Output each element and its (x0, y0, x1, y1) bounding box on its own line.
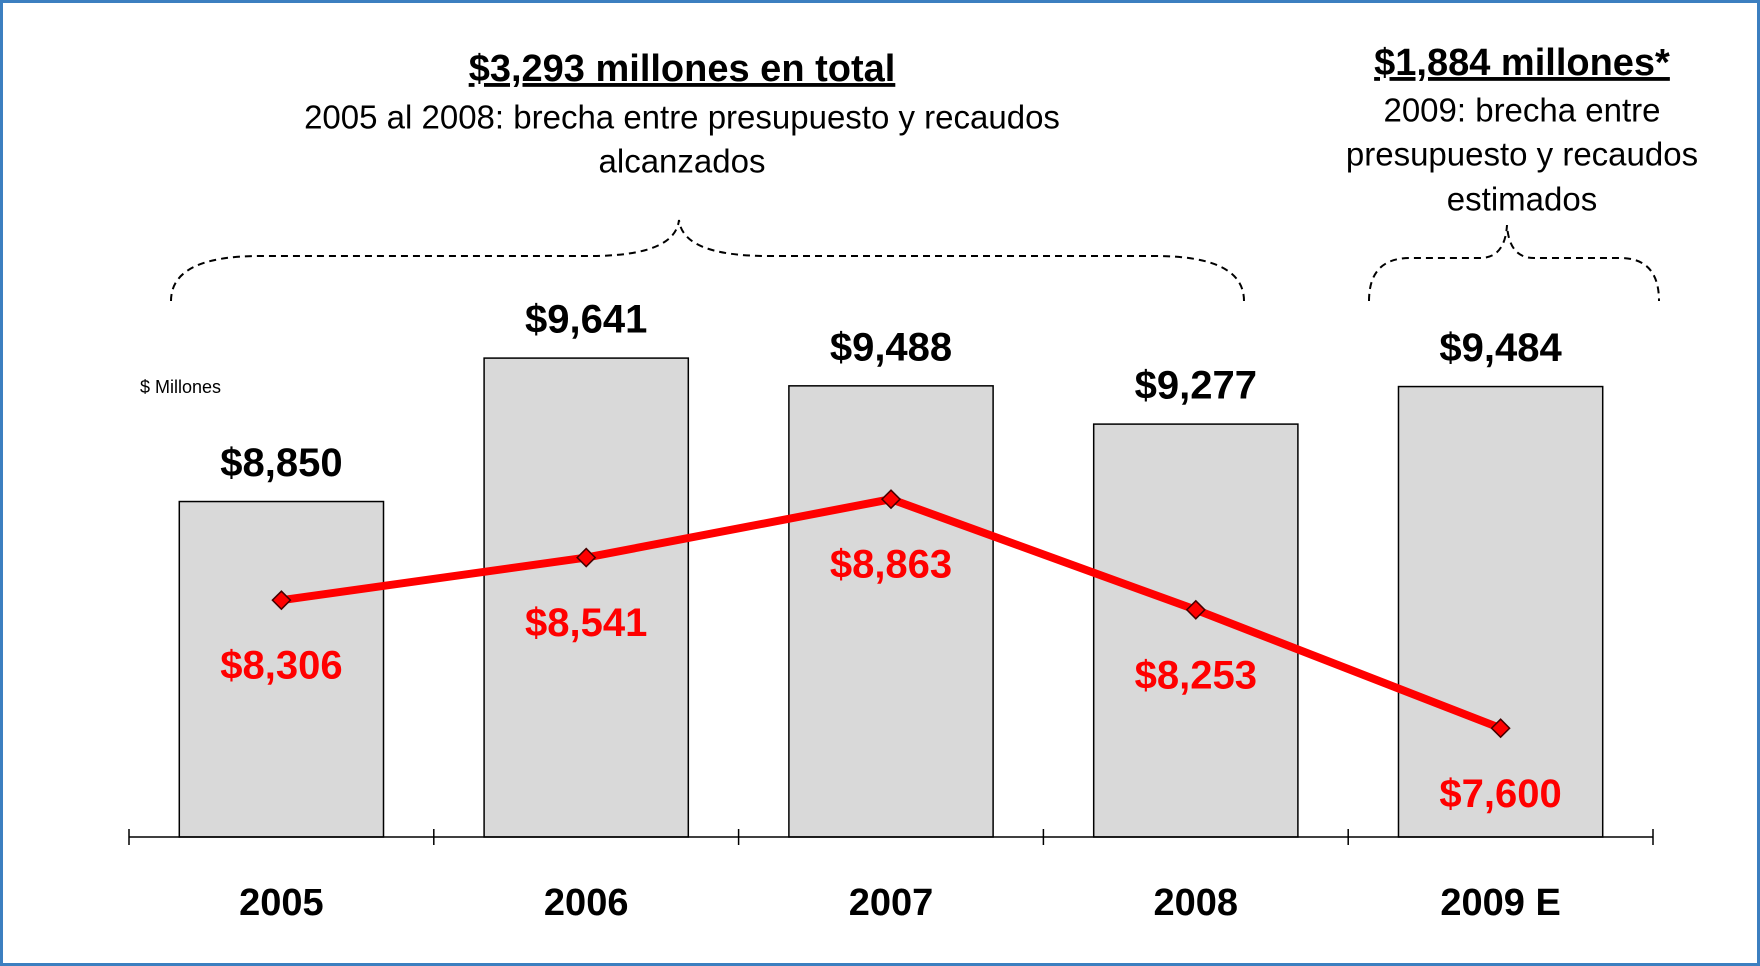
annotation-text: presupuesto y recaudos (1346, 136, 1698, 173)
line-value-label: $8,863 (830, 543, 952, 587)
brace (1368, 224, 1660, 302)
bar (178, 500, 385, 838)
x-tick-label: 2007 (849, 882, 934, 924)
x-tick-label: 2009 E (1440, 882, 1560, 924)
bar-value-label: $9,488 (830, 325, 952, 369)
annotation-heading: $3,293 millones en total (469, 48, 896, 90)
bar-value-label: $9,484 (1439, 326, 1562, 370)
bar (483, 357, 690, 838)
bar-value-label: $8,850 (220, 441, 342, 485)
line-marker (576, 547, 597, 568)
bar-value-label: $9,277 (1135, 364, 1257, 408)
line-value-label: $7,600 (1439, 772, 1561, 816)
x-tick-label: 2006 (544, 882, 629, 924)
bar (788, 385, 994, 838)
bar (1397, 385, 1604, 838)
brace (170, 219, 1245, 302)
annotation-text: estimados (1447, 181, 1597, 218)
line-marker (880, 489, 902, 510)
line-value-label: $8,541 (525, 601, 647, 645)
line-marker (1185, 599, 1206, 620)
bar (1092, 423, 1299, 838)
line-marker (1490, 718, 1511, 739)
line-value-label: $8,253 (1135, 653, 1257, 697)
y-axis-label: $ Millones (140, 377, 221, 397)
line-marker (271, 590, 292, 611)
annotation-text: 2005 al 2008: brecha entre presupuesto y… (304, 99, 1060, 136)
annotation-text: 2009: brecha entre (1383, 92, 1660, 129)
line-value-label: $8,306 (220, 644, 342, 688)
annotation-heading: $1,884 millones* (1374, 42, 1670, 84)
x-tick-label: 2005 (239, 882, 324, 924)
annotation-text: alcanzados (599, 143, 766, 180)
bar-value-label: $9,641 (525, 298, 647, 342)
x-tick-label: 2008 (1154, 882, 1239, 924)
